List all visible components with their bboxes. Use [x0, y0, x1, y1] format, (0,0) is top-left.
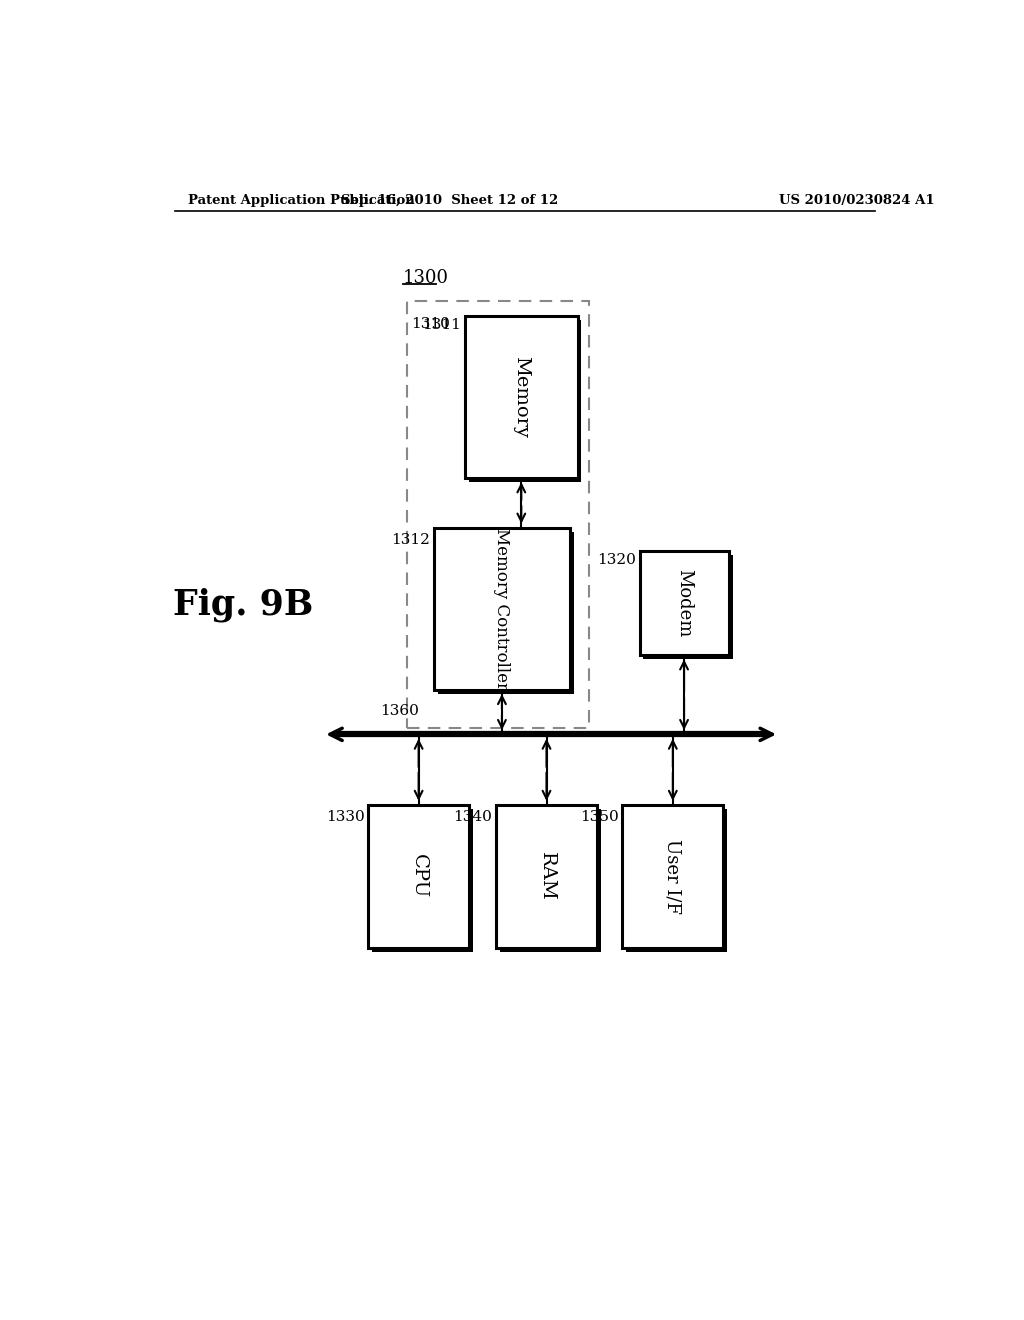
Bar: [434, 528, 569, 689]
Text: US 2010/0230824 A1: US 2010/0230824 A1: [779, 194, 935, 207]
Text: 1340: 1340: [454, 809, 493, 824]
Bar: [643, 554, 732, 659]
Bar: [372, 809, 473, 952]
Text: RAM: RAM: [538, 851, 555, 900]
Text: 1300: 1300: [403, 269, 450, 286]
Text: CPU: CPU: [410, 854, 428, 899]
Bar: [407, 301, 589, 729]
Text: Modem: Modem: [675, 569, 693, 638]
Text: Memory Controller: Memory Controller: [494, 528, 510, 690]
Text: Memory: Memory: [512, 356, 530, 438]
Text: 1311: 1311: [422, 318, 461, 333]
Bar: [496, 805, 597, 948]
Text: Patent Application Publication: Patent Application Publication: [188, 194, 415, 207]
Bar: [469, 321, 582, 482]
Bar: [500, 809, 601, 952]
Text: Fig. 9B: Fig. 9B: [173, 587, 312, 622]
Text: 1312: 1312: [391, 532, 430, 546]
Text: 1310: 1310: [411, 317, 450, 331]
Bar: [623, 805, 723, 948]
Text: 1330: 1330: [326, 809, 365, 824]
Bar: [627, 809, 727, 952]
Bar: [369, 805, 469, 948]
Bar: [465, 317, 578, 478]
Text: 1360: 1360: [380, 705, 419, 718]
Text: User I/F: User I/F: [664, 840, 682, 913]
Text: 1320: 1320: [597, 553, 636, 568]
Text: 1350: 1350: [580, 809, 618, 824]
Bar: [640, 552, 729, 655]
Bar: [438, 532, 573, 693]
Text: Sep. 16, 2010  Sheet 12 of 12: Sep. 16, 2010 Sheet 12 of 12: [341, 194, 558, 207]
